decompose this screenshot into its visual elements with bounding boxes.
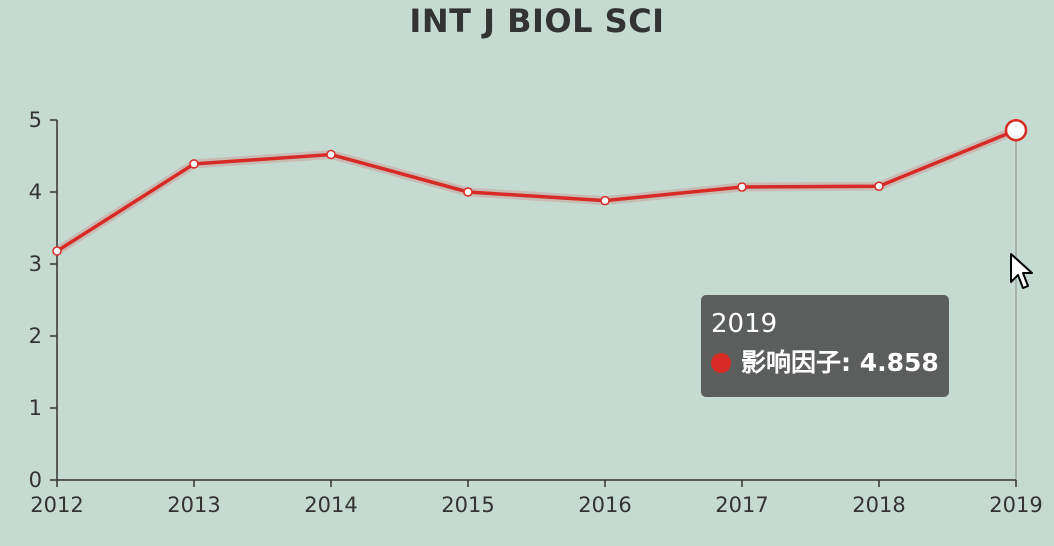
data-point-2018[interactable] (874, 181, 884, 191)
tooltip-value: 影响因子: 4.858 (741, 348, 939, 377)
data-point-2016[interactable] (600, 195, 610, 206)
x-tick-label-2013: 2013 (167, 493, 220, 517)
x-tick-label-2018: 2018 (852, 493, 905, 517)
y-tick-label-2: 2 (29, 324, 42, 348)
data-point-2015[interactable] (463, 187, 473, 197)
data-points (52, 118, 1028, 256)
data-point-2019[interactable] (1004, 118, 1028, 142)
data-point-2014[interactable] (326, 149, 336, 160)
x-tick-label-2014: 2014 (304, 493, 357, 517)
series-line-glow (52, 125, 1021, 256)
mouse-pointer-icon (1010, 253, 1033, 289)
series-line-影响因子 (55, 128, 1018, 253)
series-layer (52, 125, 1021, 256)
x-tick-label-2019: 2019 (989, 493, 1042, 517)
x-tick-label-2017: 2017 (715, 493, 768, 517)
y-tick-label-1: 1 (29, 396, 42, 420)
tooltip-series-marker (711, 353, 731, 373)
tooltip-title: 2019 (711, 309, 778, 339)
data-point-2017[interactable] (737, 182, 747, 192)
y-tick-label-0: 0 (29, 468, 42, 492)
data-point-2013[interactable] (189, 159, 199, 169)
x-tick-label-2015: 2015 (441, 493, 494, 517)
y-tick-label-4: 4 (29, 180, 42, 204)
x-tick-label-2012: 2012 (30, 493, 83, 517)
data-point-2012[interactable] (52, 246, 62, 256)
y-tick-label-5: 5 (29, 108, 42, 132)
tooltip: 2019 影响因子: 4.858 (701, 295, 949, 397)
chart-title: INT J BIOL SCI (409, 2, 665, 40)
x-tick-label-2016: 2016 (578, 493, 631, 517)
tooltip-row: 影响因子: 4.858 (711, 347, 939, 379)
y-tick-label-3: 3 (29, 252, 42, 276)
axes: 0 1 2 3 4 5 2012 2013 2014 2015 2016 2017 2018 2019 (29, 108, 1043, 517)
